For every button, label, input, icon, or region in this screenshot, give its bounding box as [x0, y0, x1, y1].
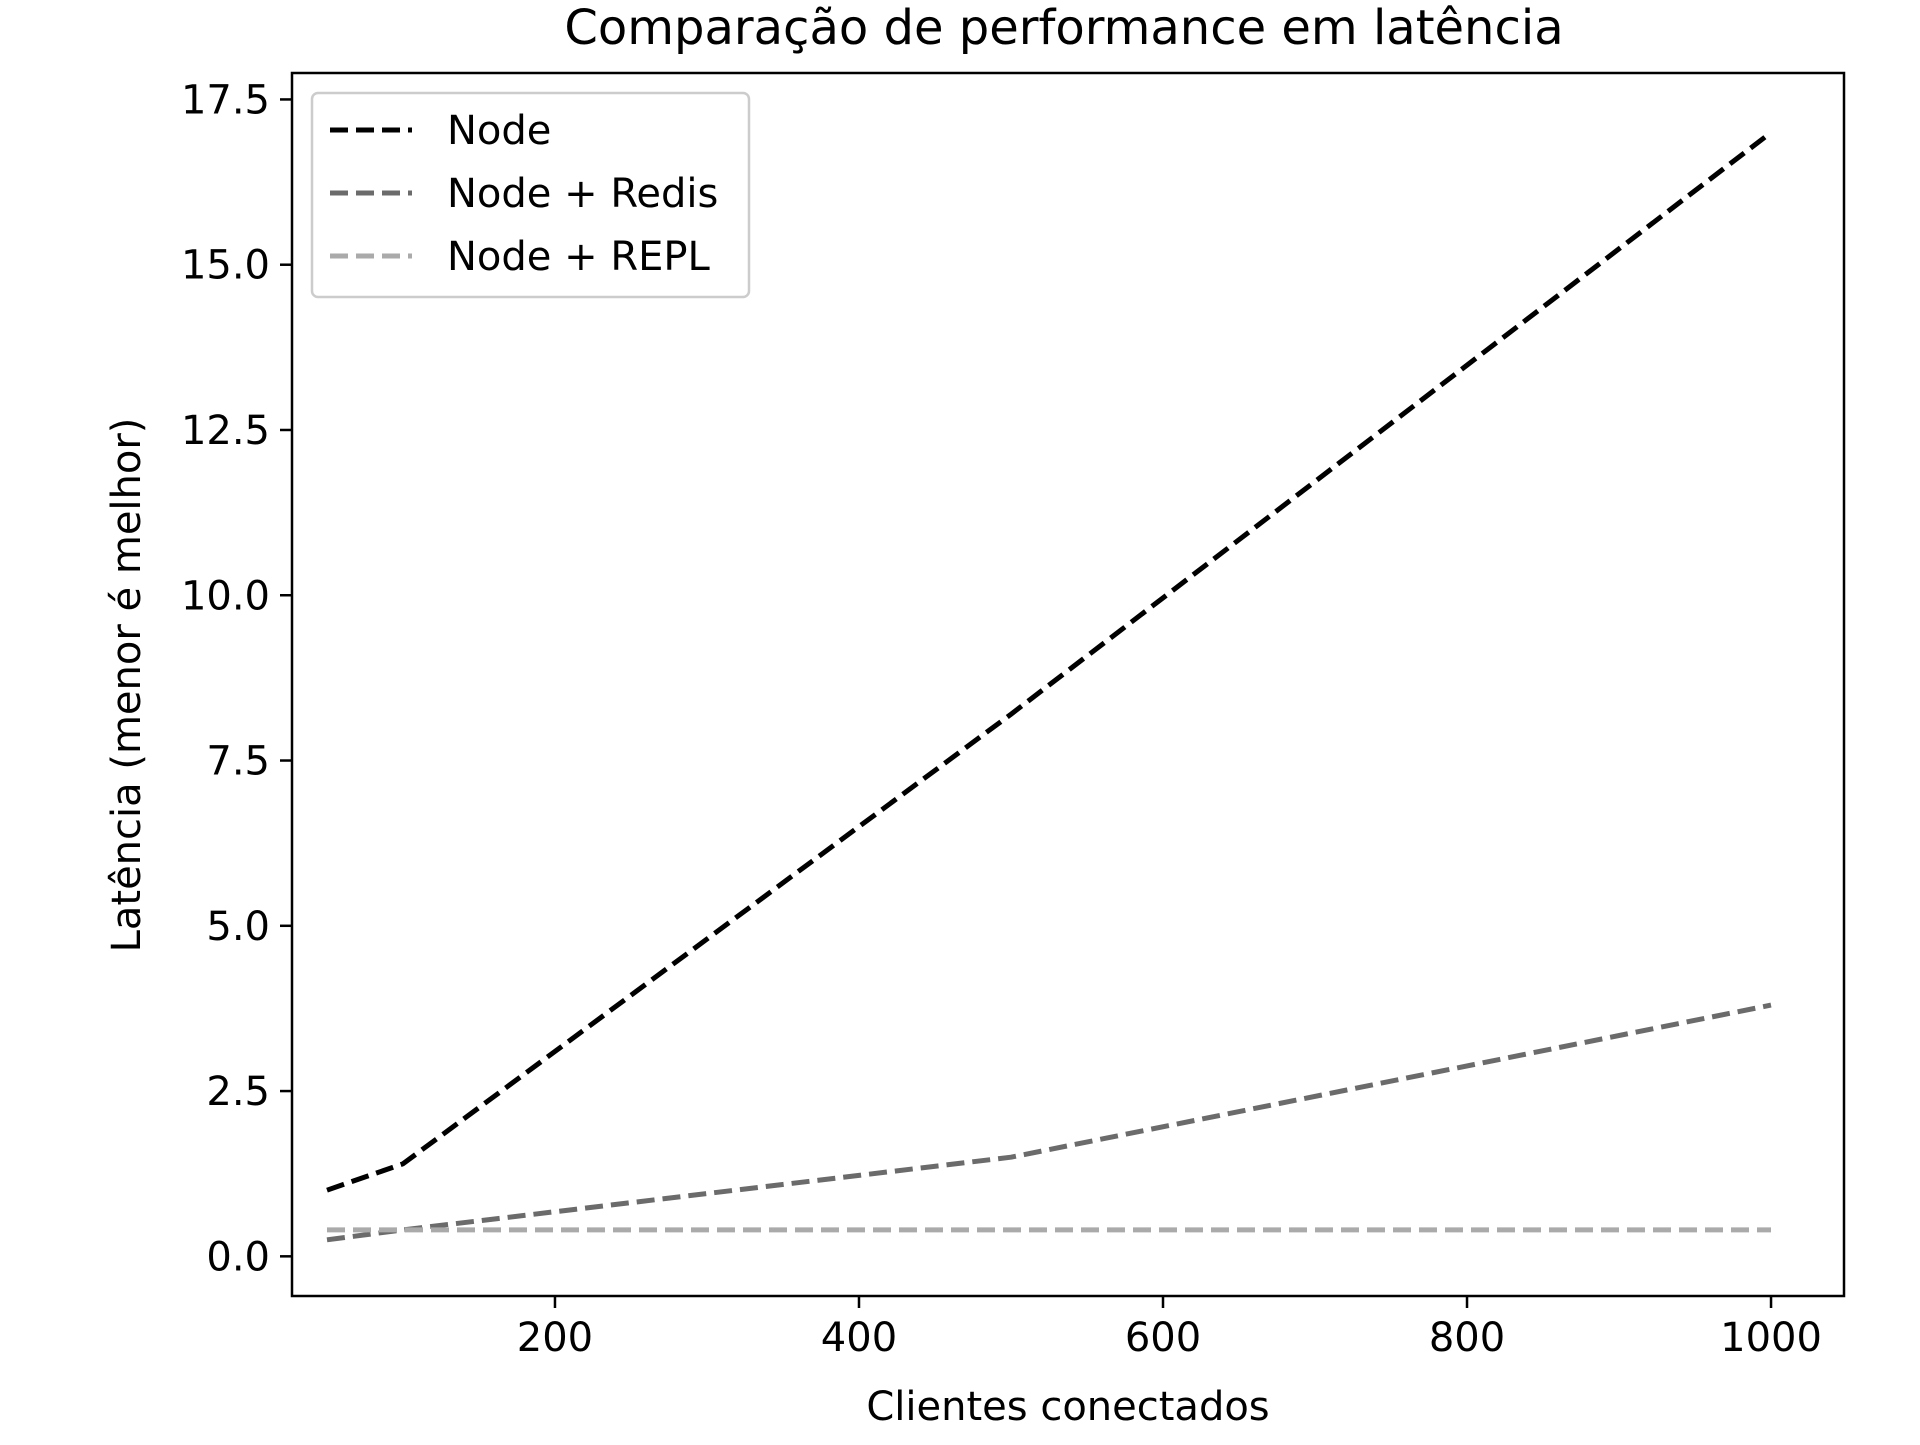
series-line-1	[326, 130, 1773, 1193]
x-tick-label: 1000	[1720, 1315, 1822, 1361]
series-line-2	[326, 1002, 1772, 1243]
chart-title: Comparação de performance em latência	[564, 0, 1563, 56]
y-tick-label: 10.0	[181, 573, 270, 619]
x-tick-label: 800	[1429, 1315, 1505, 1361]
y-tick-label: 17.5	[181, 77, 270, 123]
x-axis-label: Clientes conectados	[866, 1384, 1269, 1430]
y-tick-label: 5.0	[206, 904, 270, 950]
legend-label-1: Node	[447, 108, 551, 154]
y-tick-label: 7.5	[206, 739, 270, 785]
plot-frame	[290, 71, 1846, 1298]
x-tick-label: 600	[1125, 1315, 1201, 1361]
y-axis: 0.0 2.5 5.0 7.5 10.0 12.5 15.0 17.5	[181, 77, 292, 1280]
legend: Node Node + Redis Node + REPL	[310, 91, 751, 299]
legend-label-2: Node + Redis	[447, 171, 718, 217]
x-tick-label: 200	[517, 1315, 593, 1361]
y-tick-label: 15.0	[181, 243, 270, 289]
y-tick-label: 2.5	[206, 1069, 270, 1115]
legend-box	[310, 91, 751, 299]
x-axis: 200 400 600 800 1000	[517, 1296, 1822, 1361]
plot-area	[326, 130, 1773, 1243]
y-axis-label: Latência (menor é melhor)	[104, 418, 150, 953]
legend-label-3: Node + REPL	[447, 234, 711, 280]
y-tick-label: 12.5	[181, 408, 270, 454]
x-tick-label: 400	[821, 1315, 897, 1361]
y-tick-label: 0.0	[206, 1234, 270, 1280]
